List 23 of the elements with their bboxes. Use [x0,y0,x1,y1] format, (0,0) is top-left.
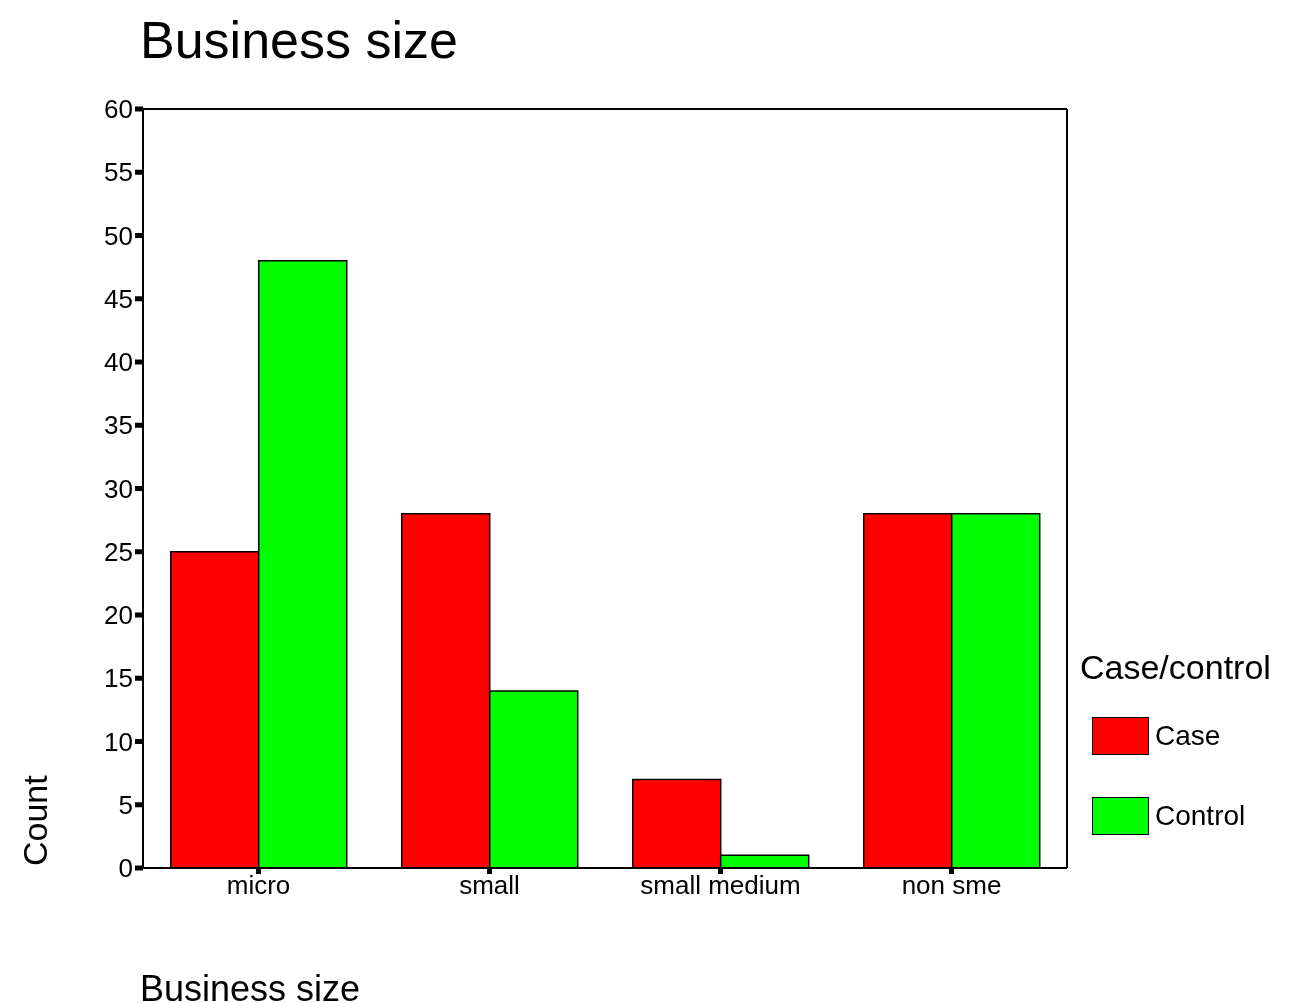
x-tick-label: non sme [901,870,1002,901]
y-tick-label: 40 [104,347,133,378]
x-tick-label: small medium [640,870,801,901]
chart-title: Business size [140,10,458,70]
legend-title: Case/control [1080,648,1271,687]
y-tick-label: 5 [118,789,133,820]
y-tick-label: 50 [104,220,133,251]
y-tick-label: 25 [104,536,133,567]
y-tick-label: 45 [104,283,133,314]
y-tick-label: 35 [104,410,133,441]
x-tick-label: micro [226,870,291,901]
y-tick-label: 0 [118,853,133,884]
y-tick-label: 60 [104,94,133,125]
y-tick-label: 10 [104,726,133,757]
y-tick-label: 30 [104,473,133,504]
y-axis-title: Count [16,775,55,866]
y-tick-label: 20 [104,600,133,631]
legend-label: Case [1155,720,1221,752]
x-axis-title: Business size [140,968,361,1003]
x-tick-label: small [459,870,520,901]
y-tick-label: 15 [104,663,133,694]
legend-label: Control [1155,800,1246,832]
y-tick-label: 55 [104,157,133,188]
